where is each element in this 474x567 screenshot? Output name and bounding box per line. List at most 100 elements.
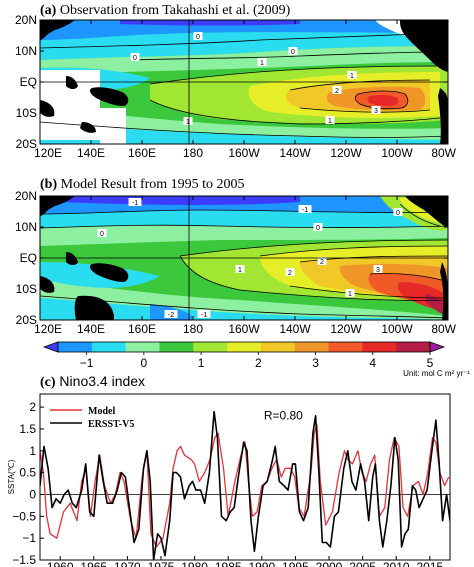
panel-a-x-tick-label: 140E <box>77 146 105 160</box>
colorbar-swatch <box>362 342 397 352</box>
colorbar-tick-label: 1 <box>198 356 205 370</box>
panel-c-x-tick-label: 1995 <box>282 560 309 567</box>
panel-b-title-panel-label: (b) <box>40 177 57 192</box>
panel-b-contour-labels: -1 -1 0 0 1 2 2 3 1 -2 -1 0 <box>97 198 403 319</box>
colorbar-swatch <box>260 342 296 352</box>
panel-b-contour-label-bg <box>285 268 295 276</box>
panel-c-x-tick-label: 1990 <box>248 560 275 567</box>
panel-c-y-tick-label: 0.5 <box>19 466 36 480</box>
panel-b-contour-label-bg <box>128 198 142 206</box>
panel-c-y-tick-label: −1 <box>22 531 36 545</box>
panel-b-contour-label-bg <box>197 310 211 318</box>
panel-b-y-tick-label: 20S <box>16 313 37 327</box>
colorbar-right-tip <box>429 341 446 353</box>
panel-b-x-tick-label: 120W <box>330 322 362 336</box>
colorbar-tick-label: 0 <box>141 356 148 370</box>
panel-a-contour-label-bg <box>193 32 203 40</box>
panel-b-contour-label: -1 <box>132 200 138 207</box>
panel-b-x-tick-label: 120E <box>34 322 62 336</box>
panel-a-contour-label: 0 <box>133 55 137 62</box>
colorbar-swatch <box>91 342 126 352</box>
panel-b-contour-label: 1 <box>238 267 242 274</box>
panel-a-y-tick-label: 20S <box>16 137 37 151</box>
colorbar-swatch <box>328 342 363 352</box>
panel-a-contour-label-bg <box>325 116 335 124</box>
panel-b-contour-label: -1 <box>201 312 207 319</box>
panel-b-contour-label-bg <box>393 208 403 216</box>
panel-c-x-tick-label: 2000 <box>316 560 343 567</box>
panel-a-y-tick-label: 20N <box>15 13 37 27</box>
panel-a-x-tick-label: 160W <box>228 146 260 160</box>
panel-a-contour-label: 0 <box>291 49 295 56</box>
panel-b-x-tick-label: 160W <box>228 322 260 336</box>
panel-b-x-tick-label: 140E <box>77 322 105 336</box>
panel-a-contour-label: 1 <box>350 73 354 80</box>
panel-a-title: (a) Observation from Takahashi et al. (2… <box>40 3 291 18</box>
panel-b-y-tick-label: 10N <box>15 220 37 234</box>
panel-c-y-tick-label: 0 <box>29 487 36 501</box>
panel-b-contour-label: 3 <box>376 267 380 274</box>
colorbar-tick-label: 2 <box>255 356 262 370</box>
colorbar-swatch <box>227 342 262 352</box>
panel-b-x-tick-label: 80W <box>431 322 456 336</box>
panel-c-x-tick-label: 1965 <box>80 560 107 567</box>
panel-a-contour-label-bg <box>347 71 357 79</box>
colorbar-frame <box>57 341 431 353</box>
panel-b-contour-label-bg <box>373 265 383 273</box>
panel-c-title: (c) Nino3.4 index <box>40 373 145 390</box>
panel-b-title-text: Model Result from 1995 to 2005 <box>57 177 244 192</box>
panel-a-contour-label-bg <box>288 47 298 55</box>
panel-a-contour-label-bg <box>130 53 140 61</box>
panel-c-x-tick-label: 1975 <box>148 560 175 567</box>
panel-a-contour-label: 1 <box>260 60 264 67</box>
colorbar-tick-label: 5 <box>427 356 434 370</box>
panel-a-axes: 120E 140E 160E 180 160W 140W 120W 100W 80W 20N 10N… <box>15 13 457 160</box>
colorbar-unit: Unit: mol C m² yr⁻¹ <box>403 369 470 378</box>
panel-a-y-tick-label: EQ <box>20 75 37 89</box>
panel-a-x-tick-label: 160E <box>128 146 156 160</box>
colorbar-swatch <box>125 342 160 352</box>
panel-b-contour-label-bg <box>345 289 355 297</box>
panel-c-y-tick-label: 2 <box>29 400 36 414</box>
panel-c-y-axis-label: SSTA(℃) <box>7 459 16 494</box>
colorbar-swatch <box>396 342 431 352</box>
panel-a-contour-label: 2 <box>335 88 339 95</box>
panel-a-y-tick-label: 10S <box>16 106 37 120</box>
correlation-annotation: R=0.80 <box>264 408 303 422</box>
panel-a-contour-label-bg <box>332 86 342 94</box>
panel-c-panel-label: (c) <box>40 375 56 390</box>
colorbar-swatch <box>159 342 194 352</box>
panel-a-contour-label: 1 <box>186 119 190 126</box>
panel-b-contour-label: 0 <box>100 231 104 238</box>
panel-b-axes: 120E 140E 160E 180 160W 140W 120W 100W 80W 20N 10N… <box>15 189 457 336</box>
panel-b-contour-label: -2 <box>168 312 174 319</box>
panel-a-contour-label: 1 <box>328 118 332 125</box>
panel-b-x-tick-label: 100W <box>381 322 413 336</box>
colorbar-tick-label: 3 <box>312 356 319 370</box>
panel-a-title-text: Observation from Takahashi et al. (2009) <box>56 3 290 18</box>
panel-a-x-tick-label: 120E <box>34 146 62 160</box>
panel-a-y-tick-label: 10N <box>15 44 37 58</box>
panel-c-x-tick-label: 2010 <box>383 560 410 567</box>
panel-a-title-panel-label: (a) <box>40 3 57 18</box>
panel-b-contour-label-bg <box>317 257 327 265</box>
panel-c-x-tick-label: 1960 <box>47 560 74 567</box>
colorbar-swatch <box>58 342 93 352</box>
panel-b-contour-label: -1 <box>302 207 308 214</box>
panel-b-contour-label-bg <box>313 223 323 231</box>
panel-b-contour-label-bg <box>164 310 178 318</box>
panel-b-contour-label: 0 <box>396 210 400 217</box>
panel-b-contour-label: 1 <box>348 291 352 298</box>
panel-a-contour-label-bg <box>257 58 267 66</box>
colorbar-swatch <box>294 342 329 352</box>
panel-b-contour-label-bg <box>97 229 107 237</box>
series-line-ersst-v5 <box>40 410 450 560</box>
panel-a-x-tick-label: 100W <box>381 146 413 160</box>
panel-b-contour-label: 2 <box>320 259 324 266</box>
panel-a-contour-label: 3 <box>374 108 378 115</box>
panel-b-contour-label: 0 <box>316 225 320 232</box>
panel-b-y-tick-label: 10S <box>16 282 37 296</box>
panel-b-x-tick-label: 160E <box>128 322 156 336</box>
panel-a-contour-label: 0 <box>196 34 200 41</box>
